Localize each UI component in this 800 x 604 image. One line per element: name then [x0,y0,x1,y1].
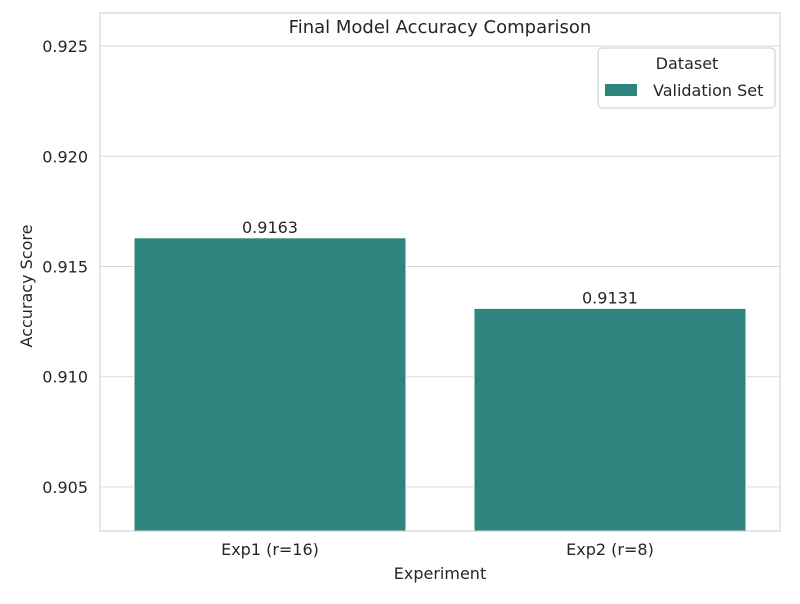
y-tick-label: 0.925 [42,37,88,56]
legend-title: Dataset [656,54,719,73]
data-labels: 0.9163 0.9131 [242,218,638,308]
bars [133,237,747,532]
bar-value-label: 0.9131 [582,288,638,307]
bar [133,237,407,532]
bar [473,307,747,532]
x-axis-label: Experiment [394,564,486,583]
y-tick-label: 0.920 [42,147,88,166]
x-tick-label: Exp1 (r=16) [221,540,319,559]
legend: Dataset Validation Set [597,47,776,109]
y-tick-label: 0.915 [42,257,88,276]
plot-frame [99,12,781,532]
chart-title: Final Model Accuracy Comparison [289,17,592,38]
x-tick-label: Exp2 (r=8) [566,540,654,559]
y-tick-label: 0.905 [42,478,88,497]
legend-box [597,47,776,109]
legend-swatch [605,84,637,96]
legend-entry-label: Validation Set [653,81,763,100]
y-axis-label: Accuracy Score [17,225,36,348]
y-tick-labels: 0.905 0.910 0.915 0.920 0.925 [42,37,88,497]
y-tick-label: 0.910 [42,368,88,387]
bar-value-label: 0.9163 [242,218,298,237]
x-tick-labels: Exp1 (r=16) Exp2 (r=8) [221,540,654,559]
